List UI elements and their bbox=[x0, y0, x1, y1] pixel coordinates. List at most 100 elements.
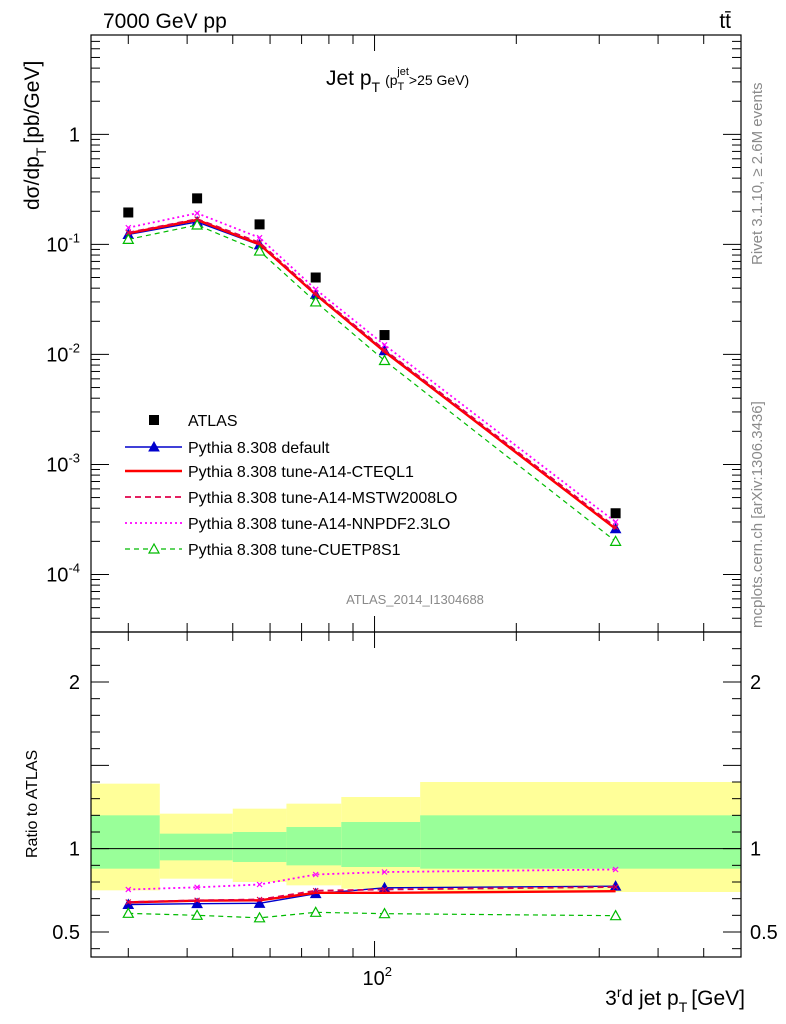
main-point-4-0 bbox=[125, 224, 132, 231]
inner-band-5 bbox=[420, 815, 741, 869]
main-series-5 bbox=[122, 218, 622, 546]
main-ytick-label-3: 10-3 bbox=[46, 450, 80, 476]
main-line-4 bbox=[128, 212, 617, 523]
ratio-point-3-4 bbox=[381, 869, 388, 875]
corner-left-label: 7000 GeV pp bbox=[103, 10, 227, 33]
side-label-upper: Rivet 3.1.10, ≥ 2.6M events bbox=[749, 83, 766, 266]
ratio-series-3 bbox=[125, 866, 619, 893]
legend-marker-0 bbox=[149, 415, 159, 425]
side-label-lower: mcplots.cern.ch [arXiv:1306.3436] bbox=[749, 401, 766, 628]
chart-title: Jet pT (pTjet>25 GeV) bbox=[326, 66, 469, 95]
ratio-error-bands bbox=[91, 782, 741, 892]
ratio-line-3 bbox=[128, 868, 616, 891]
legend-entry-4: Pythia 8.308 tune-A14-NNPDF2.3LO bbox=[125, 516, 450, 533]
svg-text:Jet pT(pTjet>25 GeV): Jet pT (pTjet>25 GeV) bbox=[326, 66, 469, 95]
main-point-5-1 bbox=[191, 218, 204, 230]
legend-entry-0: ATLAS bbox=[149, 413, 238, 430]
corner-right-label: tt̄ bbox=[719, 10, 731, 33]
ratio-panel-frame bbox=[90, 631, 742, 958]
main-line-1 bbox=[128, 221, 617, 530]
ratio-series-group bbox=[122, 866, 622, 923]
main-point-0-2 bbox=[254, 219, 265, 230]
main-point-3-2 bbox=[256, 239, 263, 246]
legend-label-2: Pythia 8.308 tune-A14-CTEQL1 bbox=[188, 464, 414, 481]
ratio-ytick-label-left-0: 0.5 bbox=[52, 922, 80, 944]
main-point-3-4 bbox=[381, 346, 388, 353]
x-tick-label-100: 102 bbox=[363, 964, 392, 990]
ratio-ytick-label-left-1: 1 bbox=[69, 839, 80, 861]
inner-band-0 bbox=[91, 815, 160, 869]
main-point-5-4 bbox=[378, 354, 391, 366]
ratio-point-4-1 bbox=[191, 909, 204, 920]
legend-marker-5 bbox=[147, 542, 161, 554]
main-point-5-2 bbox=[253, 244, 266, 256]
xlabel: 3rd jet pT [GeV] bbox=[605, 984, 745, 1015]
ratio-ytick-label-right-1: 1 bbox=[750, 839, 761, 861]
ratio-point-4-0 bbox=[122, 907, 135, 918]
ratio-line-4 bbox=[128, 911, 616, 919]
inner-band-4 bbox=[341, 822, 421, 867]
main-series-4 bbox=[125, 210, 619, 525]
inner-band-2 bbox=[232, 832, 287, 862]
main-point-4-3 bbox=[312, 286, 319, 293]
main-ylabel: dσ/dpT[pb/GeV] bbox=[21, 61, 49, 210]
main-series-3 bbox=[125, 216, 619, 530]
main-point-3-0 bbox=[125, 229, 132, 236]
ratio-point-3-0 bbox=[125, 886, 132, 893]
legend-label-4: Pythia 8.308 tune-A14-NNPDF2.3LO bbox=[188, 516, 450, 533]
legend-label-0: ATLAS bbox=[188, 413, 238, 430]
main-point-5-3 bbox=[309, 295, 322, 307]
ratio-point-3-2 bbox=[256, 881, 263, 888]
main-point-5-0 bbox=[122, 233, 135, 245]
main-ytick-label-2: 10-2 bbox=[46, 340, 80, 366]
main-line-2 bbox=[128, 218, 617, 530]
legend-marker-1 bbox=[148, 440, 160, 452]
main-series-2 bbox=[128, 218, 617, 530]
main-point-0-1 bbox=[192, 193, 203, 204]
ratio-series-1 bbox=[128, 889, 616, 904]
svg-text:3rd jet pT[GeV]: 3rd jet pT [GeV] bbox=[605, 984, 745, 1015]
main-point-4-1 bbox=[194, 210, 201, 217]
ratio-point-2-5 bbox=[612, 884, 619, 890]
main-point-0-5 bbox=[610, 508, 621, 519]
main-ytick-label-0: 1 bbox=[69, 124, 80, 146]
legend-label-1: Pythia 8.308 default bbox=[188, 440, 330, 457]
ratio-point-2-4 bbox=[381, 886, 388, 893]
legend-entry-3: Pythia 8.308 tune-A14-MSTW2008LO bbox=[125, 490, 457, 507]
legend-entry-2: Pythia 8.308 tune-A14-CTEQL1 bbox=[125, 464, 414, 481]
main-point-4-5 bbox=[612, 519, 619, 525]
main-line-5 bbox=[128, 224, 616, 542]
ratio-ytick-label-right-2: 2 bbox=[750, 672, 761, 694]
main-point-0-3 bbox=[310, 272, 321, 283]
legend-label-3: Pythia 8.308 tune-A14-MSTW2008LO bbox=[188, 490, 457, 507]
ratio-point-4-5 bbox=[609, 909, 622, 921]
ratio-series-2 bbox=[125, 884, 619, 905]
main-ytick-label-1: 10-1 bbox=[46, 230, 80, 256]
ratio-line-1 bbox=[128, 889, 616, 904]
main-series-group bbox=[122, 193, 622, 546]
legend-entry-1: Pythia 8.308 default bbox=[125, 440, 330, 457]
ratio-point-2-1 bbox=[194, 897, 201, 904]
ratio-line-2 bbox=[128, 886, 616, 903]
ratio-point-4-3 bbox=[309, 906, 322, 917]
svg-text:dσ/dpT[pb/GeV]: dσ/dpT[pb/GeV] bbox=[21, 61, 49, 210]
ratio-point-3-5 bbox=[612, 866, 619, 873]
inner-band-3 bbox=[286, 827, 342, 866]
ratio-point-2-2 bbox=[256, 896, 263, 903]
ratio-point-4-4 bbox=[378, 907, 391, 919]
ratio-point-3-3 bbox=[312, 871, 319, 878]
ratio-point-2-3 bbox=[312, 887, 319, 894]
main-point-0-0 bbox=[123, 207, 134, 218]
ratio-ytick-label-right-0: 0.5 bbox=[750, 922, 778, 944]
main-series-0 bbox=[123, 193, 621, 519]
legend-entry-5: Pythia 8.308 tune-CUETP8S1 bbox=[125, 542, 401, 559]
ratio-line-0 bbox=[128, 885, 616, 906]
ratio-point-2-0 bbox=[125, 899, 132, 905]
inner-band-1 bbox=[159, 833, 233, 861]
legend: ATLAS Pythia 8.308 default Pythia 8.308 tu… bbox=[125, 413, 457, 559]
legend-label-5: Pythia 8.308 tune-CUETP8S1 bbox=[188, 542, 401, 559]
ratio-ylabel: Ratio to ATLAS bbox=[24, 750, 41, 858]
ratio-point-4-2 bbox=[253, 911, 266, 923]
main-ytick-label-4: 10-4 bbox=[46, 560, 80, 586]
